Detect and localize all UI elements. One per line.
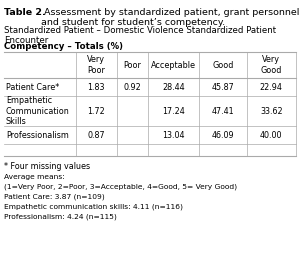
Text: Patient Care: 3.87 (n=109): Patient Care: 3.87 (n=109) — [4, 194, 105, 201]
Text: Poor: Poor — [123, 60, 141, 69]
Text: 46.09: 46.09 — [212, 130, 234, 140]
Text: 0.87: 0.87 — [88, 130, 105, 140]
Text: 33.62: 33.62 — [260, 106, 283, 116]
Text: Standardized Patient – Domestic Violence Standardized Patient
Encounter: Standardized Patient – Domestic Violence… — [4, 26, 276, 45]
Text: * Four missing values: * Four missing values — [4, 162, 90, 171]
Text: 45.87: 45.87 — [212, 83, 234, 92]
Text: Very
Good: Very Good — [261, 55, 282, 75]
Text: Professionalism: 4.24 (n=115): Professionalism: 4.24 (n=115) — [4, 214, 117, 221]
Text: Competency – Totals (%): Competency – Totals (%) — [4, 42, 123, 51]
Text: 0.92: 0.92 — [123, 83, 141, 92]
Text: 40.00: 40.00 — [260, 130, 283, 140]
Text: 28.44: 28.44 — [162, 83, 185, 92]
Text: (1=Very Poor, 2=Poor, 3=Acceptable, 4=Good, 5= Very Good): (1=Very Poor, 2=Poor, 3=Acceptable, 4=Go… — [4, 184, 237, 191]
Text: Very
Poor: Very Poor — [87, 55, 105, 75]
Text: 22.94: 22.94 — [260, 83, 283, 92]
Text: Empathetic communication skills: 4.11 (n=116): Empathetic communication skills: 4.11 (n… — [4, 204, 183, 211]
Text: Good: Good — [212, 60, 233, 69]
Text: 13.04: 13.04 — [162, 130, 184, 140]
Text: Empathetic
Communication
Skills: Empathetic Communication Skills — [6, 96, 70, 126]
Text: Acceptable: Acceptable — [151, 60, 196, 69]
Text: 47.41: 47.41 — [212, 106, 234, 116]
Text: Assessment by standardized patient, grant personnel
and student for student’s co: Assessment by standardized patient, gran… — [41, 8, 299, 27]
Text: 17.24: 17.24 — [162, 106, 185, 116]
Text: Table 2.: Table 2. — [4, 8, 46, 17]
Text: Average means:: Average means: — [4, 174, 65, 180]
Text: Patient Care*: Patient Care* — [6, 83, 59, 92]
Text: 1.83: 1.83 — [88, 83, 105, 92]
Text: 1.72: 1.72 — [88, 106, 105, 116]
Text: Professionalism: Professionalism — [6, 130, 69, 140]
